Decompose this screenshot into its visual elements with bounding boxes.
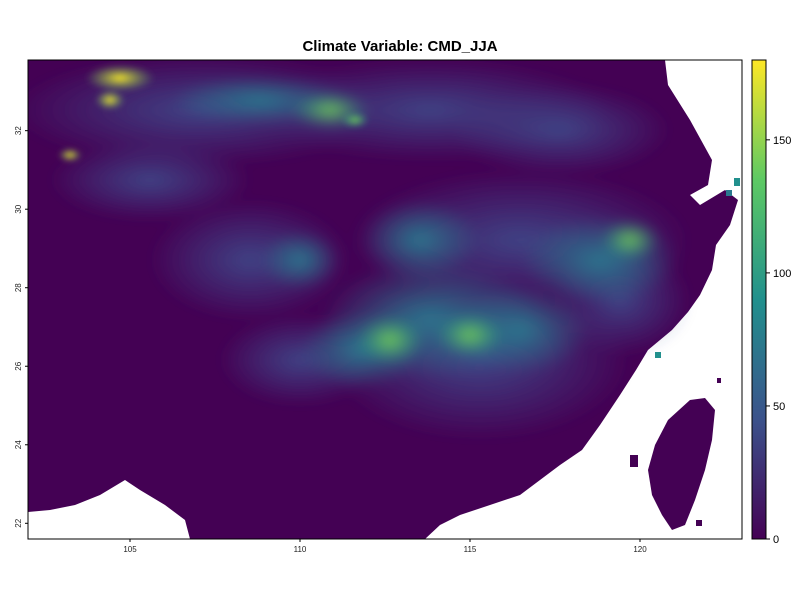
legend-tick-label: 150: [773, 135, 791, 147]
y-tick-label: 26: [14, 361, 23, 370]
x-tick-label: 105: [123, 545, 137, 554]
y-tick-label: 30: [14, 204, 23, 213]
raster-layer: [28, 60, 740, 539]
legend-colorbar: [751, 59, 767, 540]
y-tick-label: 24: [14, 440, 23, 449]
y-axis: 22 24 26 28 30 32: [14, 126, 28, 528]
y-tick-label: 28: [14, 283, 23, 292]
x-tick-label: 115: [464, 545, 477, 554]
legend-tick-label: 50: [773, 401, 785, 413]
x-axis: 105 110 115 120: [123, 539, 647, 554]
y-tick-label: 32: [14, 126, 23, 135]
taiwan-island: [648, 398, 715, 530]
y-tick-label: 22: [14, 518, 23, 527]
legend-tick-label: 0: [773, 534, 779, 546]
map-title: Climate Variable: CMD_JJA: [302, 38, 498, 55]
plot-frame: [27, 59, 743, 540]
color-legend: 0 50 100 150: [751, 59, 791, 546]
x-tick-label: 120: [633, 545, 647, 554]
legend-tick-label: 100: [773, 268, 791, 280]
x-tick-label: 110: [294, 545, 307, 554]
